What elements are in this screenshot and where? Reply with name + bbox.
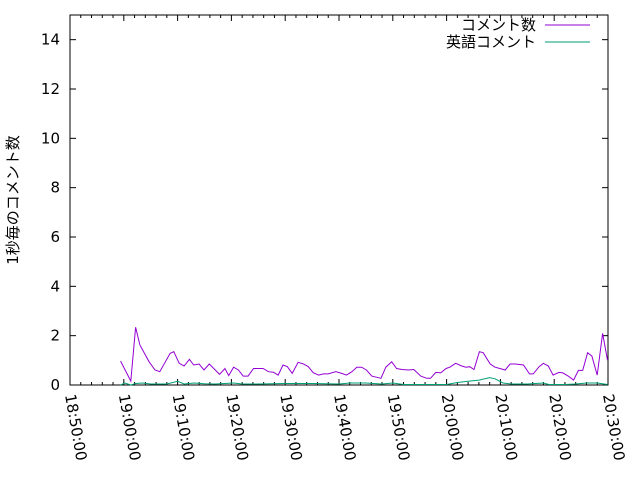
y-axis-label: 1秒毎のコメント数 [4,135,22,265]
series-line-0 [120,327,608,383]
y-tick-label: 6 [50,228,60,246]
x-tick-label: 19:20:00 [222,393,251,462]
y-tick-label: 0 [50,376,60,394]
x-tick-label: 20:00:00 [438,393,467,462]
series-lines [120,327,608,386]
plot-border [69,14,609,386]
y-tick-label: 2 [50,327,60,345]
axes [69,14,609,386]
x-tick-label: 18:50:00 [61,393,90,462]
legend-label-0: コメント数 [461,16,536,34]
x-tick-label: 19:00:00 [115,393,144,462]
x-tick-label: 20:20:00 [545,393,574,462]
y-tick-label: 8 [50,179,60,197]
y-tick-label: 14 [41,31,60,49]
y-tick-label: 12 [41,80,60,98]
y-tick-label: 10 [41,129,60,147]
x-tick-labels: 18:50:00 19:00:00 19:10:00 19:20:00 19:30:00… [61,393,628,462]
y-tick-labels: 0 2 4 6 8 10 12 14 [41,31,60,394]
x-tick-label: 19:40:00 [330,393,359,462]
legend: コメント数 英語コメント [446,16,590,51]
x-tick-label: 20:30:00 [599,393,628,462]
x-tick-label: 20:10:00 [491,393,520,462]
x-tick-label: 19:10:00 [169,393,198,462]
x-tick-label: 19:50:00 [384,393,413,462]
x-tick-label: 19:30:00 [276,393,305,462]
series-line-1 [120,377,608,386]
y-tick-label: 4 [50,277,60,295]
legend-label-1: 英語コメント [446,33,536,51]
